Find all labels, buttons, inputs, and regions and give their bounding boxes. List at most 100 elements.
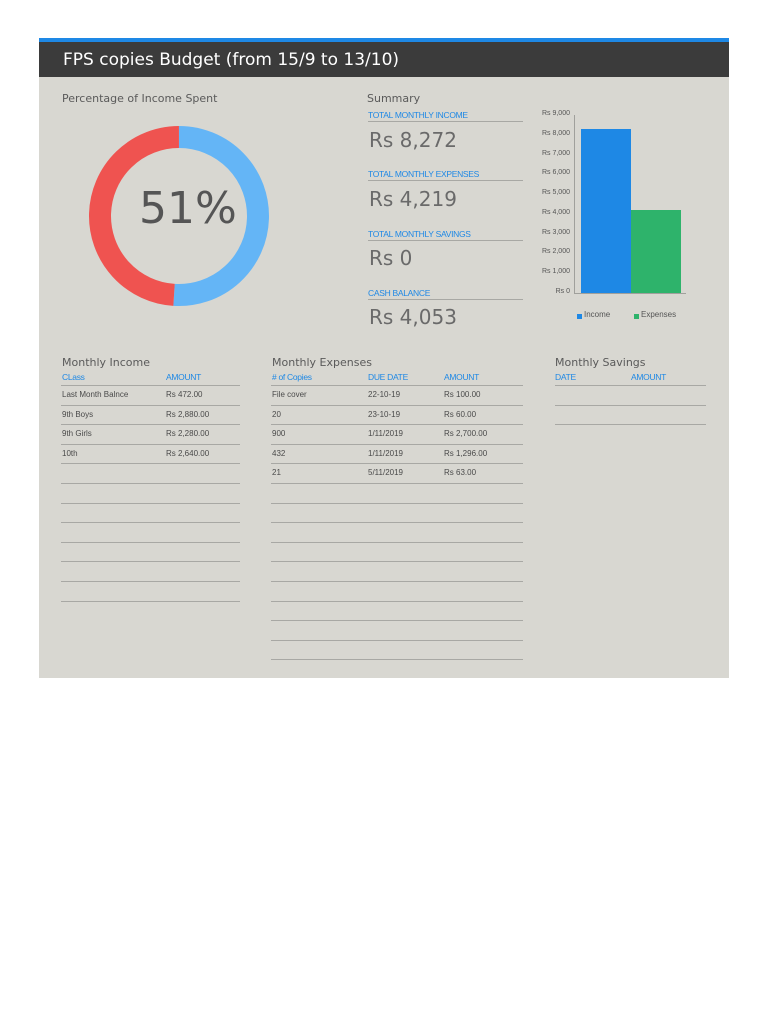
expenses-col-due-date: DUE DATE <box>368 372 408 382</box>
table-cell: 1/11/2019 <box>368 429 403 439</box>
table-row-line <box>271 522 523 524</box>
table-row-line <box>271 581 523 582</box>
total-savings-value: Rs 0 <box>369 246 413 270</box>
percentage-donut <box>89 126 269 306</box>
table-cell: Rs 2,640.00 <box>166 448 210 458</box>
donut-heading: Percentage of Income Spent <box>62 92 218 105</box>
title-bar: FPS copies Budget (from 15/9 to 13/10) <box>39 42 729 77</box>
total-income-value: Rs 8,272 <box>369 128 457 152</box>
table-row-line <box>271 404 523 406</box>
income-col-amount: AMOUNT <box>166 372 202 382</box>
table-row-line <box>271 424 523 426</box>
table-row-line <box>271 659 523 661</box>
bar-income <box>581 129 631 293</box>
y-tick-label: Rs 8,000 <box>541 129 570 137</box>
table-row-line <box>61 443 240 445</box>
table-row-line <box>61 404 240 406</box>
table-row-line <box>555 404 706 406</box>
cash-balance-value: Rs 4,053 <box>369 305 457 329</box>
table-cell: 20 <box>272 409 281 419</box>
table-cell: Rs 2,280.00 <box>166 429 210 439</box>
income-col-class: CLass <box>62 372 85 382</box>
y-tick-label: Rs 4,000 <box>541 208 570 216</box>
y-tick-label: Rs 7,000 <box>541 149 570 157</box>
income-expenses-chart: Rs 0 Rs 1,000 Rs 2,000 Rs 3,000 Rs 4,000 Rs 5… <box>529 108 729 328</box>
table-row-line <box>271 385 523 386</box>
table-row-line <box>61 463 240 465</box>
expenses-col-amount: AMOUNT <box>444 372 480 382</box>
budget-sheet: FPS copies Budget (from 15/9 to 13/10) P… <box>39 38 729 678</box>
divider <box>368 299 523 300</box>
table-row-line <box>271 443 523 445</box>
income-heading: Monthly Income <box>62 356 151 369</box>
table-cell: Rs 2,700.00 <box>444 429 488 439</box>
donut-remaining-arc <box>89 126 180 306</box>
page-title: FPS copies Budget (from 15/9 to 13/10) <box>63 50 400 70</box>
expenses-col-copies: # of Copies <box>272 372 312 382</box>
table-row-line <box>61 424 240 426</box>
divider <box>368 121 523 122</box>
table-cell: 1/11/2019 <box>368 448 403 458</box>
table-row-line <box>61 561 240 563</box>
y-axis <box>574 115 575 293</box>
x-axis <box>574 293 686 294</box>
y-tick-label: Rs 5,000 <box>541 189 570 197</box>
savings-col-amount: AMOUNT <box>631 372 667 382</box>
table-cell: Rs 63.00 <box>444 468 477 478</box>
table-row-line <box>271 620 523 622</box>
donut-spent-arc <box>173 126 269 306</box>
table-row-line <box>61 541 240 543</box>
table-row-line <box>271 561 523 563</box>
table-row-line <box>271 483 523 484</box>
total-savings-label: TOTAL MONTHLY SAVINGS <box>368 229 471 239</box>
table-cell: 432 <box>272 448 286 458</box>
y-tick-label: Rs 1,000 <box>541 268 570 276</box>
divider <box>368 240 523 241</box>
table-cell: 9th Boys <box>62 409 94 419</box>
y-tick-label: Rs 2,000 <box>541 248 570 256</box>
legend-label: Income <box>584 310 611 319</box>
y-tick-label: Rs 6,000 <box>541 169 570 177</box>
table-cell: File cover <box>272 390 307 399</box>
table-row-line <box>61 502 240 504</box>
table-cell: Rs 60.00 <box>444 409 477 419</box>
table-cell: 9th Girls <box>62 429 92 439</box>
total-expenses-label: TOTAL MONTHLY EXPENSES <box>368 169 480 179</box>
bar-expenses <box>631 209 681 293</box>
table-row-line <box>271 463 523 465</box>
expenses-heading: Monthly Expenses <box>272 356 372 369</box>
table-cell: Rs 1,296.00 <box>444 448 488 458</box>
y-tick-label: Rs 3,000 <box>541 228 570 236</box>
legend-swatch <box>634 314 639 319</box>
y-tick-label: Rs 0 <box>555 288 570 295</box>
table-row-line <box>61 483 240 484</box>
table-cell: Rs 100.00 <box>444 390 481 399</box>
table-cell: 5/11/2019 <box>368 468 403 478</box>
savings-heading: Monthly Savings <box>555 356 646 369</box>
table-cell: Rs 2,880.00 <box>166 409 210 419</box>
summary-heading: Summary <box>367 92 421 105</box>
table-row-line <box>61 581 240 582</box>
percent-spent-label: 51% <box>139 183 237 234</box>
table-row-line <box>271 639 523 641</box>
accent-line <box>39 38 729 42</box>
table-row-line <box>61 600 240 602</box>
table-row-line <box>61 385 240 386</box>
savings-col-date: DATE <box>555 372 576 382</box>
cash-balance-label: CASH BALANCE <box>368 288 431 298</box>
table-cell: Rs 472.00 <box>166 390 203 399</box>
table-row-line <box>271 502 523 504</box>
table-row-line <box>555 385 706 386</box>
table-row-line <box>271 541 523 543</box>
legend-label: Expenses <box>641 310 677 319</box>
table-row-line <box>555 424 706 426</box>
y-tick-label: Rs 9,000 <box>541 110 570 117</box>
table-row-line <box>271 600 523 602</box>
table-row-line <box>61 522 240 524</box>
table-cell: 10th <box>62 448 78 458</box>
table-cell: 22-10-19 <box>368 390 401 399</box>
table-cell: 23-10-19 <box>368 409 401 419</box>
table-cell: Last Month Balnce <box>62 390 129 399</box>
total-income-label: TOTAL MONTHLY INCOME <box>368 110 468 120</box>
divider <box>368 180 523 181</box>
